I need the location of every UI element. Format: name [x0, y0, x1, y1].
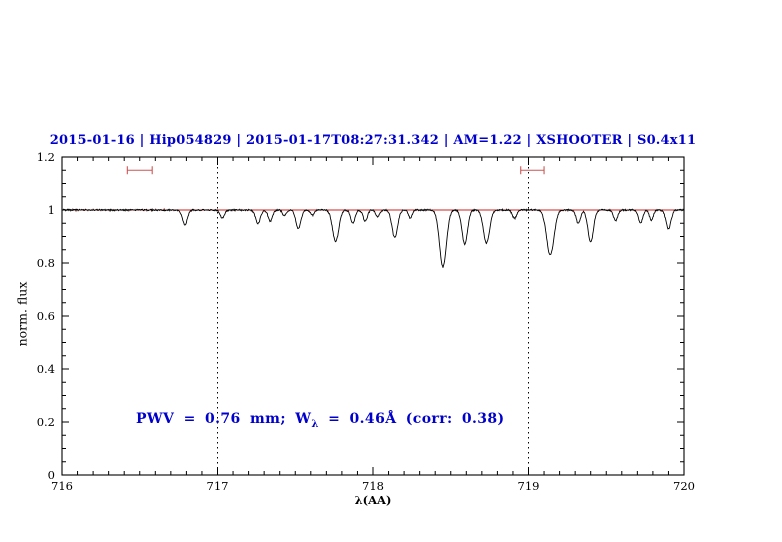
- spectrum-line: [61, 207, 685, 268]
- pwv-annotation-text: PWV = 0.76 mm; W: [136, 411, 312, 427]
- x-tick-label: 719: [518, 479, 540, 493]
- pwv-annotation-text-tail: = 0.46Å (corr: 0.38): [318, 411, 505, 427]
- x-tick-label: 718: [362, 479, 384, 493]
- y-tick-label: 0: [48, 468, 55, 482]
- y-tick-label: 0.4: [37, 362, 55, 376]
- x-tick-label: 720: [673, 479, 695, 493]
- y-tick-label: 0.2: [37, 415, 55, 429]
- y-tick-label: 1.2: [37, 150, 55, 164]
- plot-title: 2015-01-16 | Hip054829 | 2015-01-17T08:2…: [49, 133, 697, 148]
- y-tick-label: 0.8: [37, 256, 55, 270]
- x-tick-label: 717: [207, 479, 229, 493]
- x-axis-label: λ(AA): [354, 493, 392, 507]
- x-tick-label: 716: [51, 479, 73, 493]
- lambda-subscript: λ: [311, 418, 319, 430]
- pwv-annotation: PWV = 0.76 mm; Wλ = 0.46Å (corr: 0.38): [136, 411, 505, 430]
- y-tick-label: 0.6: [37, 309, 55, 323]
- y-tick-label: 1: [48, 203, 55, 217]
